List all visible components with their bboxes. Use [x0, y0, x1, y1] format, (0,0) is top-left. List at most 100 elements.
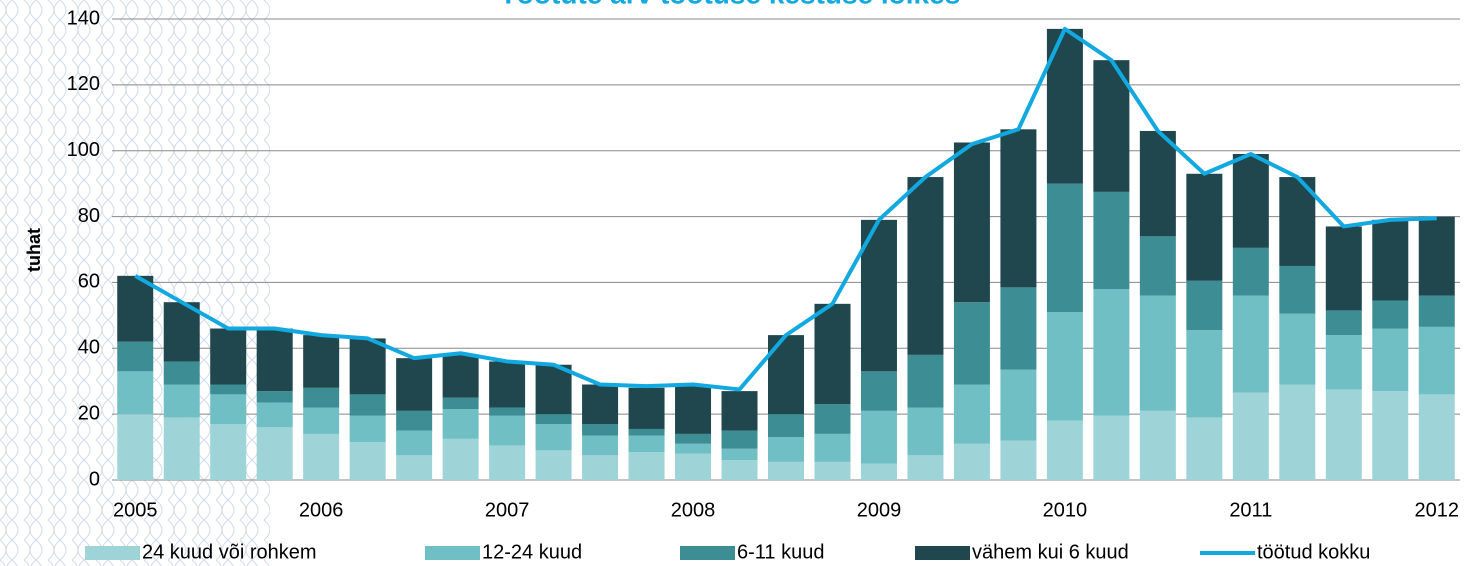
- bar-segment: [1279, 314, 1315, 385]
- bar-segment: [489, 445, 525, 480]
- bar-segment: [1372, 301, 1408, 329]
- bar-segment: [117, 371, 153, 414]
- bar-segment: [675, 444, 711, 454]
- bar-segment: [443, 398, 479, 410]
- bar-segment: [1000, 440, 1036, 480]
- bar-segment: [1419, 217, 1455, 296]
- bar-segment: [1047, 312, 1083, 421]
- bar-segment: [954, 385, 990, 444]
- bar-segment: [1047, 184, 1083, 312]
- bar-segment: [907, 408, 943, 456]
- bar-segment: [257, 329, 293, 392]
- bar-segment: [1186, 417, 1222, 480]
- bar-segment: [1093, 416, 1129, 480]
- legend-swatch: [85, 546, 140, 560]
- bar-segment: [396, 358, 432, 411]
- bar-segment: [489, 416, 525, 446]
- chart-title: Töötute arv töötuse kestuse lõikes: [500, 0, 961, 9]
- bar-segment: [303, 434, 339, 480]
- bar-segment: [722, 391, 758, 431]
- legend-label: 24 kuud või rohkem: [142, 541, 317, 563]
- bar-segment: [396, 411, 432, 431]
- bar-segment: [1000, 287, 1036, 369]
- bar-segment: [443, 439, 479, 480]
- bar-segment: [117, 276, 153, 342]
- bar-segment: [396, 431, 432, 456]
- bar-segment: [210, 385, 246, 395]
- y-tick-label: 0: [89, 468, 100, 490]
- bar-segment: [907, 177, 943, 355]
- bar-segment: [164, 361, 200, 384]
- bar-segment: [536, 424, 572, 450]
- bar-segment: [303, 388, 339, 408]
- bar-segment: [629, 429, 665, 436]
- bar-segment: [1093, 192, 1129, 289]
- bar-segment: [210, 394, 246, 424]
- bar-segment: [814, 462, 850, 480]
- bar-segment: [1093, 289, 1129, 416]
- bar-segment: [257, 391, 293, 403]
- bar-segment: [1326, 310, 1362, 335]
- legend-swatch: [680, 546, 735, 560]
- bar-segment: [1047, 421, 1083, 480]
- bar-segment: [1140, 411, 1176, 480]
- bar-segment: [768, 414, 804, 437]
- bar-segment: [164, 417, 200, 480]
- y-tick-label: 100: [67, 139, 100, 161]
- bar-segment: [117, 342, 153, 372]
- bar-segment: [303, 408, 339, 434]
- x-tick-label: 2005: [113, 499, 158, 521]
- bar-segment: [210, 424, 246, 480]
- bar-segment: [814, 404, 850, 434]
- bar-segment: [1279, 385, 1315, 480]
- x-tick-label: 2009: [857, 499, 902, 521]
- bar-segment: [1419, 327, 1455, 395]
- bar-segment: [675, 454, 711, 480]
- bar-segment: [768, 462, 804, 480]
- legend-label: 6-11 kuud: [737, 541, 824, 563]
- bar-segment: [536, 414, 572, 424]
- bar-segment: [722, 449, 758, 461]
- bar-segment: [954, 302, 990, 384]
- legend-label: vähem kui 6 kuud: [972, 541, 1129, 563]
- bar-segment: [536, 450, 572, 480]
- bar-segment: [768, 437, 804, 462]
- bar-segment: [1233, 248, 1269, 296]
- bar-segment: [629, 452, 665, 480]
- bar-segment: [443, 409, 479, 439]
- bar-segment: [257, 427, 293, 480]
- legend-swatch: [915, 546, 970, 560]
- bar-segment: [1419, 296, 1455, 327]
- bar-segment: [861, 411, 897, 464]
- x-tick-label: 2012: [1415, 499, 1460, 521]
- bar-segment: [350, 442, 386, 480]
- bar-segment: [1140, 296, 1176, 411]
- bar-segment: [257, 403, 293, 428]
- legend-swatch: [425, 546, 480, 560]
- bar-segment: [675, 385, 711, 434]
- bar-segment: [164, 385, 200, 418]
- bar-segment: [1419, 394, 1455, 480]
- bar-segment: [1326, 335, 1362, 389]
- bar-segment: [907, 355, 943, 408]
- bar-segment: [722, 431, 758, 449]
- bar-segment: [1000, 129, 1036, 287]
- bar-segment: [1186, 174, 1222, 281]
- bar-segment: [582, 436, 618, 456]
- y-tick-label: 120: [67, 73, 100, 95]
- y-tick-label: 60: [78, 271, 100, 293]
- bar-segment: [907, 455, 943, 480]
- y-tick-label: 80: [78, 205, 100, 227]
- bar-segment: [629, 388, 665, 429]
- y-tick-label: 140: [67, 7, 100, 29]
- chart: Töötute arv töötuse kestuse lõikes tuhat…: [0, 0, 1470, 566]
- y-axis-label: tuhat: [24, 228, 44, 272]
- bar-segment: [1186, 330, 1222, 417]
- bar-segment: [582, 455, 618, 480]
- bar-segment: [1326, 226, 1362, 310]
- bar-segment: [582, 424, 618, 436]
- bar-segment: [954, 142, 990, 302]
- bar-segment: [722, 460, 758, 480]
- bar-segment: [117, 414, 153, 480]
- x-tick-label: 2007: [485, 499, 530, 521]
